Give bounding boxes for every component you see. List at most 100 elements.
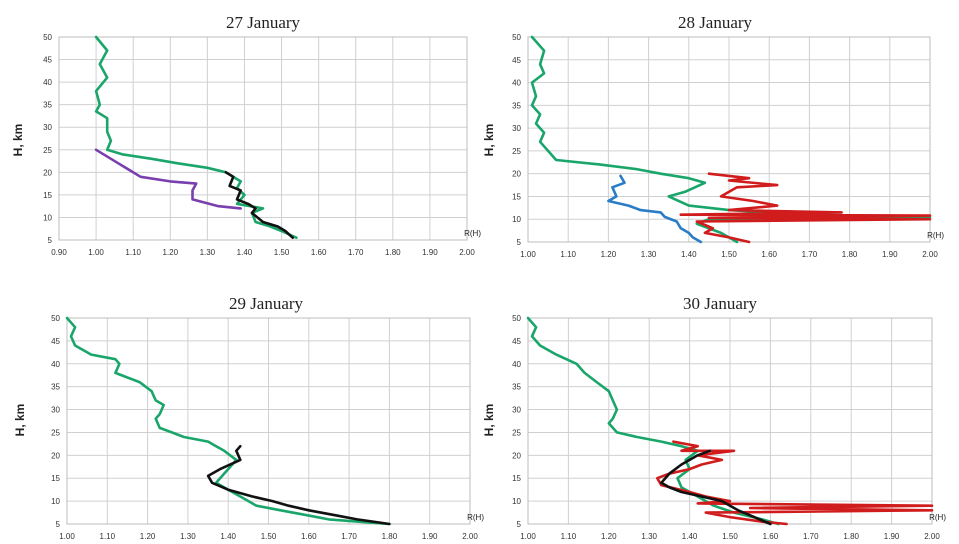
x-axis-label: R(H) xyxy=(929,513,946,522)
x-tick-label: 1.90 xyxy=(422,248,438,257)
x-tick-label: 1.20 xyxy=(601,532,617,541)
x-tick-label: 1.90 xyxy=(884,532,900,541)
chart-panel-1: 0.90 1.00 1.10 1.20 1.30 1.40 1.50 1.60 1.70 1.80… xyxy=(11,13,481,257)
y-tick-label: 40 xyxy=(512,360,521,369)
y-tick-label: 45 xyxy=(512,56,521,65)
x-tick-label: 1.60 xyxy=(311,248,327,257)
y-tick-label: 40 xyxy=(512,79,521,88)
x-tick-label: 1.00 xyxy=(520,250,536,259)
y-tick-label: 25 xyxy=(512,147,521,156)
x-tick-label: 1.10 xyxy=(125,248,141,257)
x-tick-label: 1.50 xyxy=(274,248,290,257)
x-tick-label: 1.70 xyxy=(802,250,818,259)
x-tick-label: 1.70 xyxy=(348,248,364,257)
chart-title: 27 January xyxy=(226,13,301,32)
y-tick-label: 20 xyxy=(51,451,60,460)
x-tick-label: 1.60 xyxy=(301,532,317,541)
chart-title: 28 January xyxy=(678,13,753,32)
x-tick-label: 1.50 xyxy=(721,250,737,259)
y-tick-label: 45 xyxy=(43,56,52,65)
x-tick-label: 2.00 xyxy=(924,532,940,541)
series-line-3 xyxy=(660,449,772,526)
x-tick-label: 1.80 xyxy=(385,248,401,257)
x-tick-label: 1.40 xyxy=(220,532,236,541)
y-tick-label: 25 xyxy=(43,146,52,155)
x-axis-label: R(H) xyxy=(467,513,484,522)
series-line-3 xyxy=(224,171,294,239)
plot-frame xyxy=(58,36,468,241)
y-tick-label: 30 xyxy=(51,406,60,415)
y-axis-label: H, km xyxy=(482,124,496,157)
y-tick-label: 35 xyxy=(512,101,521,110)
y-tick-label: 30 xyxy=(43,123,52,132)
chart-title: 30 January xyxy=(683,294,758,313)
x-tick-label: 1.10 xyxy=(561,532,577,541)
y-tick-label: 5 xyxy=(48,236,53,245)
x-tick-label: 0.90 xyxy=(51,248,67,257)
y-tick-label: 15 xyxy=(51,474,60,483)
x-tick-label: 1.80 xyxy=(842,250,858,259)
x-tick-label: 1.30 xyxy=(641,250,657,259)
y-tick-label: 50 xyxy=(512,33,521,42)
y-tick-label: 20 xyxy=(512,170,521,179)
y-axis-label: H, km xyxy=(11,124,25,157)
plot-frame xyxy=(527,317,933,525)
x-tick-label: 1.20 xyxy=(140,532,156,541)
series-line-1 xyxy=(526,316,780,526)
x-tick-label: 1.00 xyxy=(88,248,104,257)
x-axis-label: R(H) xyxy=(464,229,481,238)
chart-panel-3: 1.00 1.10 1.20 1.30 1.40 1.50 1.60 1.70 1.80 1.90… xyxy=(13,294,484,541)
y-tick-label: 10 xyxy=(512,497,521,506)
x-tick-label: 1.30 xyxy=(200,248,216,257)
y-tick-label: 50 xyxy=(51,314,60,323)
series-line-3 xyxy=(607,174,703,244)
y-tick-label: 25 xyxy=(51,428,60,437)
x-tick-label: 1.20 xyxy=(162,248,178,257)
series-line-1 xyxy=(65,316,391,526)
x-tick-label: 1.20 xyxy=(601,250,617,259)
y-tick-label: 15 xyxy=(512,474,521,483)
y-tick-label: 10 xyxy=(51,497,60,506)
series-line-2 xyxy=(94,148,242,210)
x-tick-label: 1.70 xyxy=(341,532,357,541)
y-tick-label: 5 xyxy=(517,238,522,247)
y-tick-label: 15 xyxy=(512,192,521,201)
x-axis-label: R(H) xyxy=(927,231,944,240)
x-tick-label: 1.50 xyxy=(261,532,277,541)
x-tick-label: 1.80 xyxy=(843,532,859,541)
x-tick-label: 1.40 xyxy=(682,532,698,541)
y-tick-label: 20 xyxy=(43,168,52,177)
y-tick-label: 20 xyxy=(512,451,521,460)
y-tick-label: 40 xyxy=(51,360,60,369)
x-tick-label: 2.00 xyxy=(459,248,475,257)
y-tick-label: 25 xyxy=(512,428,521,437)
y-axis-label: H, km xyxy=(482,404,496,437)
x-tick-label: 1.60 xyxy=(761,250,777,259)
x-tick-label: 1.30 xyxy=(641,532,657,541)
x-tick-label: 1.80 xyxy=(382,532,398,541)
series-line-1 xyxy=(94,35,298,239)
y-tick-label: 35 xyxy=(512,383,521,392)
plot-frame xyxy=(66,317,471,525)
x-tick-label: 1.60 xyxy=(763,532,779,541)
y-tick-label: 10 xyxy=(512,215,521,224)
chart-title: 29 January xyxy=(229,294,304,313)
plot-frame xyxy=(527,36,931,243)
x-tick-label: 1.00 xyxy=(59,532,75,541)
chart-panel-4: 1.00 1.10 1.20 1.30 1.40 1.50 1.60 1.70 1.80 1.90… xyxy=(482,294,946,541)
y-tick-label: 30 xyxy=(512,406,521,415)
y-tick-label: 30 xyxy=(512,124,521,133)
x-tick-label: 1.00 xyxy=(520,532,536,541)
x-tick-label: 1.40 xyxy=(681,250,697,259)
x-tick-label: 1.10 xyxy=(560,250,576,259)
y-tick-label: 35 xyxy=(51,383,60,392)
x-tick-label: 1.90 xyxy=(882,250,898,259)
y-tick-label: 50 xyxy=(512,314,521,323)
y-tick-label: 15 xyxy=(43,191,52,200)
y-axis-label: H, km xyxy=(13,404,27,437)
chart-panel-2: 1.00 1.10 1.20 1.30 1.40 1.50 1.60 1.70 1.80 1.90… xyxy=(482,13,944,259)
x-tick-label: 2.00 xyxy=(462,532,478,541)
x-tick-label: 1.70 xyxy=(803,532,819,541)
y-tick-label: 5 xyxy=(56,520,61,529)
